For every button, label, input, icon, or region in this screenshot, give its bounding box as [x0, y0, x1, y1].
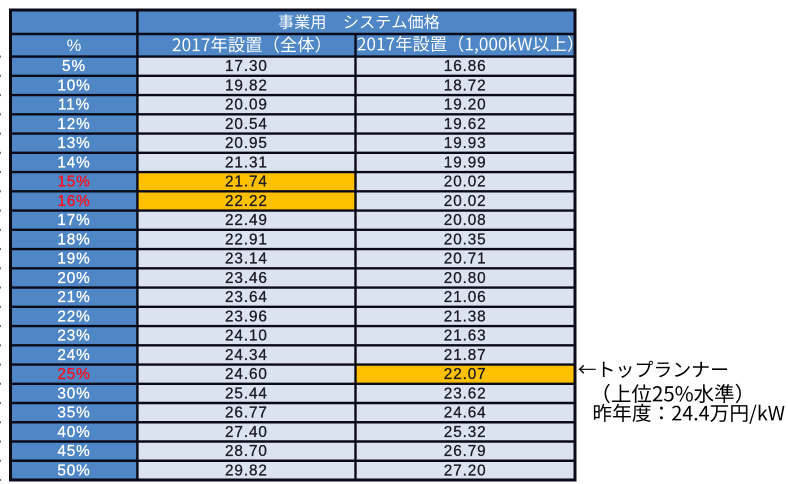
svg-text:17.30: 17.30 [225, 58, 268, 75]
svg-text:21.74: 21.74 [225, 174, 268, 191]
svg-text:22.91: 22.91 [225, 231, 268, 248]
svg-text:26.77: 26.77 [225, 405, 268, 422]
svg-text:%: % [67, 37, 82, 55]
svg-text:21.87: 21.87 [444, 347, 487, 364]
svg-text:25.44: 25.44 [225, 385, 268, 402]
svg-text:23.62: 23.62 [444, 385, 487, 402]
svg-text:50%: 50% [57, 462, 90, 479]
svg-text:22.22: 22.22 [225, 193, 268, 210]
svg-text:20.80: 20.80 [444, 270, 487, 287]
svg-text:23.96: 23.96 [225, 308, 268, 325]
svg-text:5%: 5% [62, 58, 86, 75]
svg-text:22%: 22% [57, 308, 90, 325]
svg-text:22.49: 22.49 [225, 212, 268, 229]
svg-text:14%: 14% [57, 154, 90, 171]
svg-text:20.09: 20.09 [225, 97, 268, 114]
svg-text:20.08: 20.08 [444, 212, 487, 229]
svg-text:23.46: 23.46 [225, 270, 268, 287]
svg-text:24.64: 24.64 [444, 405, 487, 422]
svg-text:11%: 11% [58, 97, 90, 114]
svg-text:20.02: 20.02 [444, 193, 487, 210]
svg-text:21%: 21% [57, 289, 90, 306]
svg-text:21.31: 21.31 [225, 154, 268, 171]
svg-text:29.82: 29.82 [225, 462, 268, 479]
svg-text:19.20: 19.20 [444, 97, 487, 114]
svg-text:23.64: 23.64 [225, 289, 268, 306]
svg-text:19.62: 19.62 [444, 116, 487, 133]
svg-text:35%: 35% [57, 405, 90, 422]
svg-text:20.02: 20.02 [444, 174, 487, 191]
svg-text:25%: 25% [57, 366, 90, 383]
svg-text:10%: 10% [57, 77, 90, 94]
svg-text:20.54: 20.54 [225, 116, 268, 133]
svg-text:16.86: 16.86 [444, 58, 487, 75]
svg-text:21.63: 21.63 [444, 328, 487, 345]
svg-text:19%: 19% [57, 251, 90, 268]
svg-text:21.06: 21.06 [444, 289, 487, 306]
svg-text:24.34: 24.34 [225, 347, 268, 364]
svg-text:24.10: 24.10 [225, 328, 268, 345]
svg-text:19.99: 19.99 [444, 154, 487, 171]
svg-text:21.38: 21.38 [444, 308, 487, 325]
svg-text:16%: 16% [57, 193, 90, 210]
svg-text:27.40: 27.40 [225, 424, 268, 441]
svg-text:45%: 45% [57, 443, 90, 460]
svg-text:13%: 13% [57, 135, 90, 152]
svg-text:30%: 30% [57, 385, 90, 402]
svg-text:23.14: 23.14 [225, 251, 268, 268]
svg-text:24.60: 24.60 [225, 366, 268, 383]
svg-text:17%: 17% [57, 212, 90, 229]
svg-text:23%: 23% [57, 328, 90, 345]
svg-text:20.95: 20.95 [225, 135, 268, 152]
svg-text:26.79: 26.79 [444, 443, 487, 460]
svg-text:25.32: 25.32 [444, 424, 487, 441]
svg-text:19.93: 19.93 [444, 135, 487, 152]
svg-text:12%: 12% [57, 116, 90, 133]
svg-text:27.20: 27.20 [444, 462, 487, 479]
svg-text:18%: 18% [57, 231, 90, 248]
svg-text:18.72: 18.72 [444, 77, 487, 94]
svg-text:24%: 24% [57, 347, 90, 364]
svg-text:15%: 15% [57, 174, 90, 191]
svg-text:20.35: 20.35 [444, 231, 487, 248]
svg-text:19.82: 19.82 [225, 77, 268, 94]
svg-text:40%: 40% [57, 424, 90, 441]
svg-text:20.71: 20.71 [444, 251, 487, 268]
svg-text:28.70: 28.70 [225, 443, 268, 460]
svg-text:20%: 20% [57, 270, 90, 287]
svg-text:22.07: 22.07 [444, 366, 487, 383]
